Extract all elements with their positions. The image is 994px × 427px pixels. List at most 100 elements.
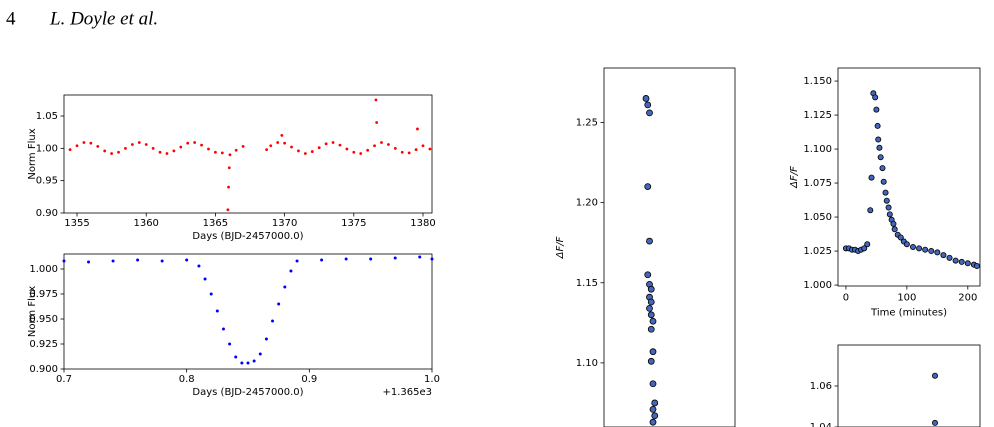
y-tick-label: 1.04 xyxy=(810,422,832,427)
point xyxy=(172,149,176,153)
point xyxy=(234,148,238,152)
point xyxy=(269,144,273,148)
point xyxy=(647,285,655,293)
point xyxy=(877,154,884,161)
point xyxy=(290,145,293,149)
y-axis-label: Norm Flux xyxy=(27,128,38,179)
chart: 1.04 1.06 xyxy=(810,344,981,427)
point xyxy=(324,142,328,146)
point xyxy=(646,237,653,245)
point xyxy=(373,144,376,148)
axes-frame xyxy=(63,94,433,214)
x-tick-label: 1.0 xyxy=(424,374,440,385)
y-tick-label: 1.100 xyxy=(803,144,832,155)
point xyxy=(227,185,230,189)
x-tick-label: 1365 xyxy=(203,218,228,229)
point xyxy=(868,174,875,181)
point xyxy=(873,106,880,113)
x-tick-label: 1370 xyxy=(272,218,297,229)
y-tick-label: 1.00 xyxy=(36,143,58,154)
point xyxy=(75,144,79,148)
x-axis-label: Days (BJD-2457000.0) xyxy=(192,231,303,242)
point xyxy=(264,337,268,341)
point xyxy=(644,271,652,279)
point xyxy=(111,259,115,263)
chart: 1.000 1.025 1.050 1.075 1.100 1.125 1.150 0 100 2… xyxy=(789,67,981,319)
x-axis-label: Days (BJD-2457000.0) xyxy=(192,387,303,398)
point xyxy=(276,141,280,144)
point xyxy=(861,245,868,252)
point xyxy=(87,260,91,264)
point xyxy=(647,311,655,319)
point xyxy=(197,264,201,268)
point xyxy=(200,143,203,147)
chart: 0.900 0.925 0.950 0.975 1.000 0.7 0.8 0.9 1.0 Day… xyxy=(27,253,440,398)
y-tick-label: 1.05 xyxy=(36,111,58,122)
point xyxy=(185,258,189,262)
point xyxy=(68,148,72,152)
y-tick-label: 0.925 xyxy=(29,339,58,350)
point xyxy=(193,141,197,144)
point xyxy=(649,405,657,413)
y-tick-label: 1.125 xyxy=(803,110,832,121)
point xyxy=(234,355,238,359)
y-tick-label: 1.15 xyxy=(576,278,598,289)
point xyxy=(646,305,653,312)
point xyxy=(874,122,881,129)
y-tick-label: 1.10 xyxy=(576,358,598,369)
point xyxy=(414,148,418,152)
point xyxy=(642,95,650,102)
x-tick-label: 1375 xyxy=(341,218,366,229)
point xyxy=(934,249,941,256)
x-tick-label: 100 xyxy=(897,293,916,304)
point xyxy=(366,148,370,152)
point xyxy=(872,94,879,101)
point xyxy=(909,243,916,250)
point xyxy=(647,298,655,306)
point xyxy=(646,109,653,117)
point xyxy=(110,152,114,155)
x-tick-label: 0.7 xyxy=(56,374,72,385)
point xyxy=(973,263,980,270)
point xyxy=(303,152,307,155)
point xyxy=(649,317,657,325)
y-tick-label: 1.150 xyxy=(803,76,832,87)
point xyxy=(651,412,659,420)
axes-frame xyxy=(837,67,981,287)
point xyxy=(96,145,100,148)
y-tick-label: 0.900 xyxy=(29,364,58,375)
y-axis-label: ΔF/F xyxy=(789,166,800,189)
chart: 1.10 1.15 1.20 1.25 ΔF/F xyxy=(555,67,736,427)
point xyxy=(649,348,657,356)
point xyxy=(421,144,425,148)
point xyxy=(283,141,287,145)
point xyxy=(649,380,657,388)
point xyxy=(331,141,335,144)
point xyxy=(117,150,120,154)
point xyxy=(644,183,652,190)
point xyxy=(380,141,383,144)
x-tick-label: 0.8 xyxy=(179,374,195,385)
x-tick-label: 1380 xyxy=(410,218,435,229)
point xyxy=(964,260,971,267)
x-tick-label: 1360 xyxy=(133,218,158,229)
point xyxy=(867,207,874,214)
point xyxy=(179,145,183,149)
y-axis-label: Norm Flux xyxy=(27,286,38,337)
y-tick-label: 0.95 xyxy=(36,176,58,187)
point xyxy=(265,148,269,152)
point xyxy=(151,146,155,150)
x-tick-label: 1355 xyxy=(64,218,89,229)
point xyxy=(103,149,107,153)
point xyxy=(130,143,134,146)
y-tick-label: 0.950 xyxy=(29,314,58,325)
point xyxy=(916,245,923,252)
point xyxy=(359,152,363,155)
point xyxy=(885,204,892,211)
point xyxy=(271,319,275,323)
point xyxy=(62,259,66,263)
point xyxy=(932,419,939,426)
point xyxy=(897,234,904,241)
point xyxy=(407,151,411,155)
